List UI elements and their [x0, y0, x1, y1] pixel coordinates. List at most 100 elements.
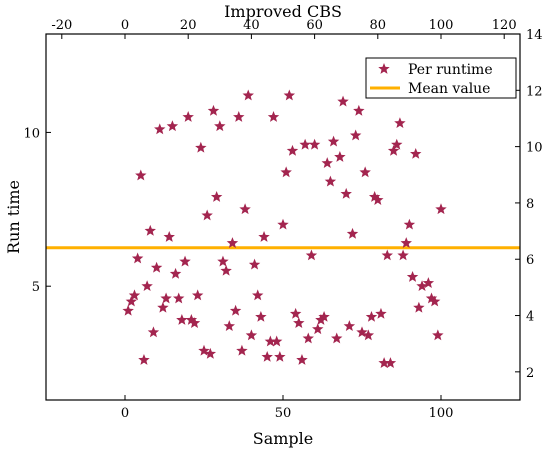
top-tick-label: 60 [306, 18, 323, 33]
data-point [280, 166, 292, 178]
data-point [274, 350, 286, 362]
data-point [428, 295, 441, 307]
data-point [195, 141, 207, 153]
data-point [435, 203, 447, 215]
data-point [214, 120, 226, 132]
data-point [394, 117, 406, 129]
data-point [337, 95, 349, 107]
data-point [135, 169, 147, 181]
data-point [210, 191, 223, 202]
data-point [413, 301, 425, 313]
legend: Per runtime Mean value [365, 57, 517, 99]
right-tick-label: 4 [526, 310, 534, 325]
data-point [321, 157, 333, 169]
data-point [144, 224, 156, 236]
data-point [150, 261, 163, 273]
data-point [400, 237, 412, 248]
data-point [185, 314, 198, 325]
data-point [387, 144, 400, 156]
data-point [267, 111, 280, 122]
data-point [242, 89, 254, 101]
data-point [217, 255, 229, 267]
right-tick-label: 10 [526, 141, 543, 156]
data-point [346, 227, 359, 239]
top-tick-label: 100 [429, 18, 454, 33]
data-point [125, 295, 138, 307]
data-point [296, 354, 308, 365]
top-tick-label: 120 [492, 18, 517, 33]
top-tick-label: -20 [51, 18, 72, 33]
data-point [353, 104, 365, 116]
y-tick-label: 5 [32, 280, 40, 295]
data-point [381, 249, 393, 261]
data-point [166, 120, 179, 132]
top-tick-label: 80 [370, 18, 387, 33]
data-point [191, 289, 204, 301]
top-tick-label: 20 [180, 18, 197, 33]
data-point [359, 166, 371, 178]
data-point [349, 129, 362, 141]
data-point [252, 289, 264, 301]
legend-star-icon [378, 63, 390, 74]
data-point [302, 332, 314, 344]
data-point [286, 144, 299, 156]
data-point [258, 230, 270, 242]
legend-box [365, 57, 517, 99]
data-point [163, 230, 175, 242]
data-point [220, 264, 232, 276]
plot-marks [46, 67, 520, 368]
top-tick-label: 40 [243, 18, 260, 33]
data-point [264, 335, 277, 347]
data-point [305, 249, 318, 261]
data-point [147, 326, 160, 338]
data-point [204, 347, 217, 359]
data-point [283, 89, 296, 101]
top-axis-title: Improved CBS [224, 2, 342, 21]
data-point [131, 252, 144, 264]
data-point [255, 310, 267, 322]
data-point [154, 123, 166, 135]
data-point [179, 255, 191, 267]
x-tick-label: 0 [121, 406, 129, 421]
right-tick-label: 6 [526, 253, 534, 268]
data-point [340, 187, 352, 199]
data-point [327, 135, 340, 147]
data-point [239, 203, 251, 215]
data-point [122, 304, 134, 316]
data-point [293, 317, 305, 328]
data-point [384, 357, 397, 368]
data-point [343, 320, 356, 332]
data-point [334, 151, 346, 162]
data-point [403, 218, 416, 230]
x-axis-title: Sample [253, 429, 314, 448]
y-tick-label: 10 [23, 126, 40, 141]
data-point [176, 314, 188, 325]
data-point [315, 314, 327, 325]
data-point [277, 218, 289, 230]
data-point [378, 357, 390, 368]
right-tick-label: 2 [526, 366, 534, 381]
data-point [128, 289, 141, 301]
data-point [188, 317, 201, 328]
data-point [138, 354, 150, 365]
data-point [416, 280, 428, 292]
legend-label-mean-value: Mean value [408, 81, 490, 97]
data-point [201, 209, 213, 221]
data-point [299, 138, 311, 150]
data-point [362, 329, 375, 341]
data-point [324, 175, 337, 187]
data-point [157, 301, 169, 313]
data-point [391, 138, 403, 150]
data-point [173, 292, 185, 304]
data-point [226, 237, 239, 248]
data-point [375, 307, 387, 319]
data-point [397, 249, 409, 261]
data-point [422, 277, 435, 288]
data-point [372, 194, 384, 205]
data-point [308, 138, 321, 150]
data-point [331, 332, 343, 344]
data-point [198, 344, 210, 356]
top-tick-label: 0 [121, 18, 129, 33]
data-point [318, 310, 330, 322]
